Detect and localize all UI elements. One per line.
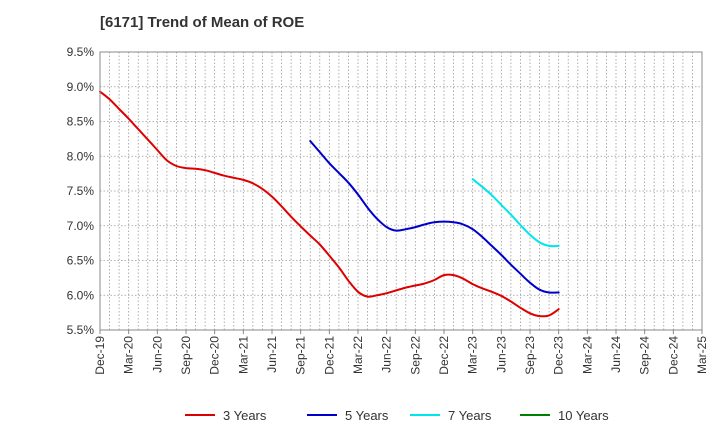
chart-title: [6171] Trend of Mean of ROE bbox=[100, 14, 305, 31]
plot-frame bbox=[99, 51, 703, 331]
y-tick-label: 6.5% bbox=[67, 254, 95, 268]
x-tick-label: Mar-24 bbox=[580, 336, 594, 374]
x-tick-label: Mar-21 bbox=[236, 336, 250, 374]
x-tick-label: Sep-21 bbox=[294, 336, 308, 375]
x-tick-label: Mar-23 bbox=[466, 336, 480, 374]
legend-label-7-years: 7 Years bbox=[448, 408, 492, 423]
x-tick-label: Dec-21 bbox=[322, 336, 336, 375]
series-lines bbox=[99, 90, 560, 318]
series-line-5-years bbox=[309, 140, 560, 294]
x-tick-label: Dec-24 bbox=[666, 336, 680, 375]
x-tick-label: Sep-24 bbox=[638, 336, 652, 375]
legend-label-5-years: 5 Years bbox=[345, 408, 389, 423]
x-axis-ticks: Dec-19 Mar-20 Jun-20 Sep-20 Dec-20 Mar-21 Jun-… bbox=[93, 330, 709, 375]
x-tick-label: Jun-23 bbox=[494, 336, 508, 373]
x-tick-label: Sep-22 bbox=[408, 336, 422, 375]
legend-label-10-years: 10 Years bbox=[558, 408, 609, 423]
series-line-7-years bbox=[471, 178, 560, 248]
x-tick-label: Sep-23 bbox=[523, 336, 537, 375]
y-axis-ticks: 9.5% 9.0% 8.5% 8.0% 7.5% 7.0% 6.5% 6.0% 5.5% bbox=[67, 45, 95, 337]
y-tick-label: 6.0% bbox=[67, 288, 95, 302]
x-tick-label: Jun-21 bbox=[265, 336, 279, 373]
x-tick-label: Dec-20 bbox=[208, 336, 222, 375]
y-tick-label: 7.5% bbox=[67, 184, 95, 198]
y-tick-label: 8.0% bbox=[67, 149, 95, 163]
x-tick-label: Dec-23 bbox=[552, 336, 566, 375]
series-line-3-years bbox=[99, 90, 560, 318]
y-tick-label: 7.0% bbox=[67, 219, 95, 233]
x-tick-label: Jun-24 bbox=[609, 336, 623, 373]
legend: 3 Years 5 Years 7 Years 10 Years bbox=[185, 408, 609, 423]
x-tick-label: Jun-20 bbox=[150, 336, 164, 373]
x-tick-label: Dec-19 bbox=[93, 336, 107, 375]
y-tick-label: 9.5% bbox=[67, 45, 95, 59]
x-tick-label: Sep-20 bbox=[179, 336, 193, 375]
x-tick-label: Dec-22 bbox=[437, 336, 451, 375]
y-tick-label: 5.5% bbox=[67, 323, 95, 337]
x-tick-label: Mar-20 bbox=[122, 336, 136, 374]
y-tick-label: 9.0% bbox=[67, 80, 95, 94]
x-tick-label: Mar-25 bbox=[695, 336, 709, 374]
x-tick-label: Mar-22 bbox=[351, 336, 365, 374]
grid bbox=[100, 52, 702, 330]
x-tick-label: Jun-22 bbox=[380, 336, 394, 373]
y-tick-label: 8.5% bbox=[67, 115, 95, 129]
legend-label-3-years: 3 Years bbox=[223, 408, 267, 423]
